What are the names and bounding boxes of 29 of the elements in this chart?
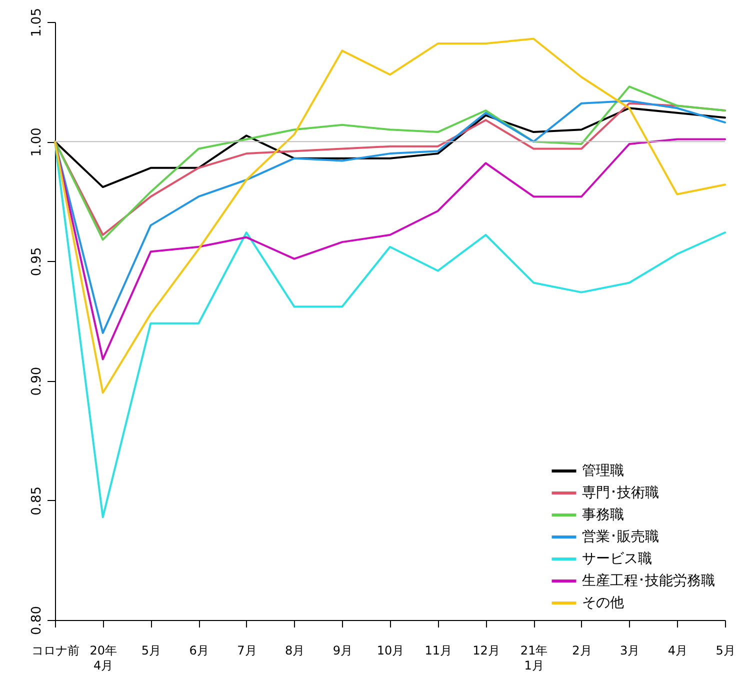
x-tick-label: 4月	[668, 644, 688, 658]
y-tick-label: 0.90	[30, 366, 44, 396]
x-tick-label: 5月	[141, 644, 162, 658]
legend-label: 生産工程･技能労務職	[582, 573, 715, 589]
x-tick-label: 2月	[572, 644, 592, 658]
legend-label: その他	[582, 595, 624, 611]
x-tick-label: 9月	[332, 644, 352, 658]
y-tick-label: 0.95	[30, 247, 44, 276]
line-series	[54, 138, 726, 360]
legend-label: サービス職	[582, 551, 652, 567]
y-tick-label: 1.00	[30, 128, 44, 157]
x-tick-label: 11月	[424, 644, 452, 658]
legend-label: 事務職	[582, 507, 624, 523]
x-tick-label: 10月	[376, 644, 404, 658]
x-tick-label: 20年 4月	[90, 644, 117, 672]
x-tick-label: コロナ前	[32, 644, 80, 658]
legend-label: 営業･販売職	[582, 529, 659, 545]
legend-label: 管理職	[582, 463, 624, 479]
y-tick-label: 0.80	[30, 606, 44, 635]
x-tick-label: 8月	[284, 644, 305, 658]
y-tick-label: 0.85	[30, 486, 44, 516]
y-tick-label: 1.05	[30, 8, 44, 37]
legend-label: 専門･技術職	[582, 485, 659, 501]
x-tick-label: 5月	[716, 644, 736, 658]
x-tick-label: 21年 1月	[520, 644, 548, 672]
x-tick-label: 6月	[189, 644, 209, 658]
x-tick-label: 12月	[472, 644, 500, 658]
x-tick-label: 3月	[620, 644, 640, 658]
x-tick-label: 7月	[237, 644, 257, 658]
